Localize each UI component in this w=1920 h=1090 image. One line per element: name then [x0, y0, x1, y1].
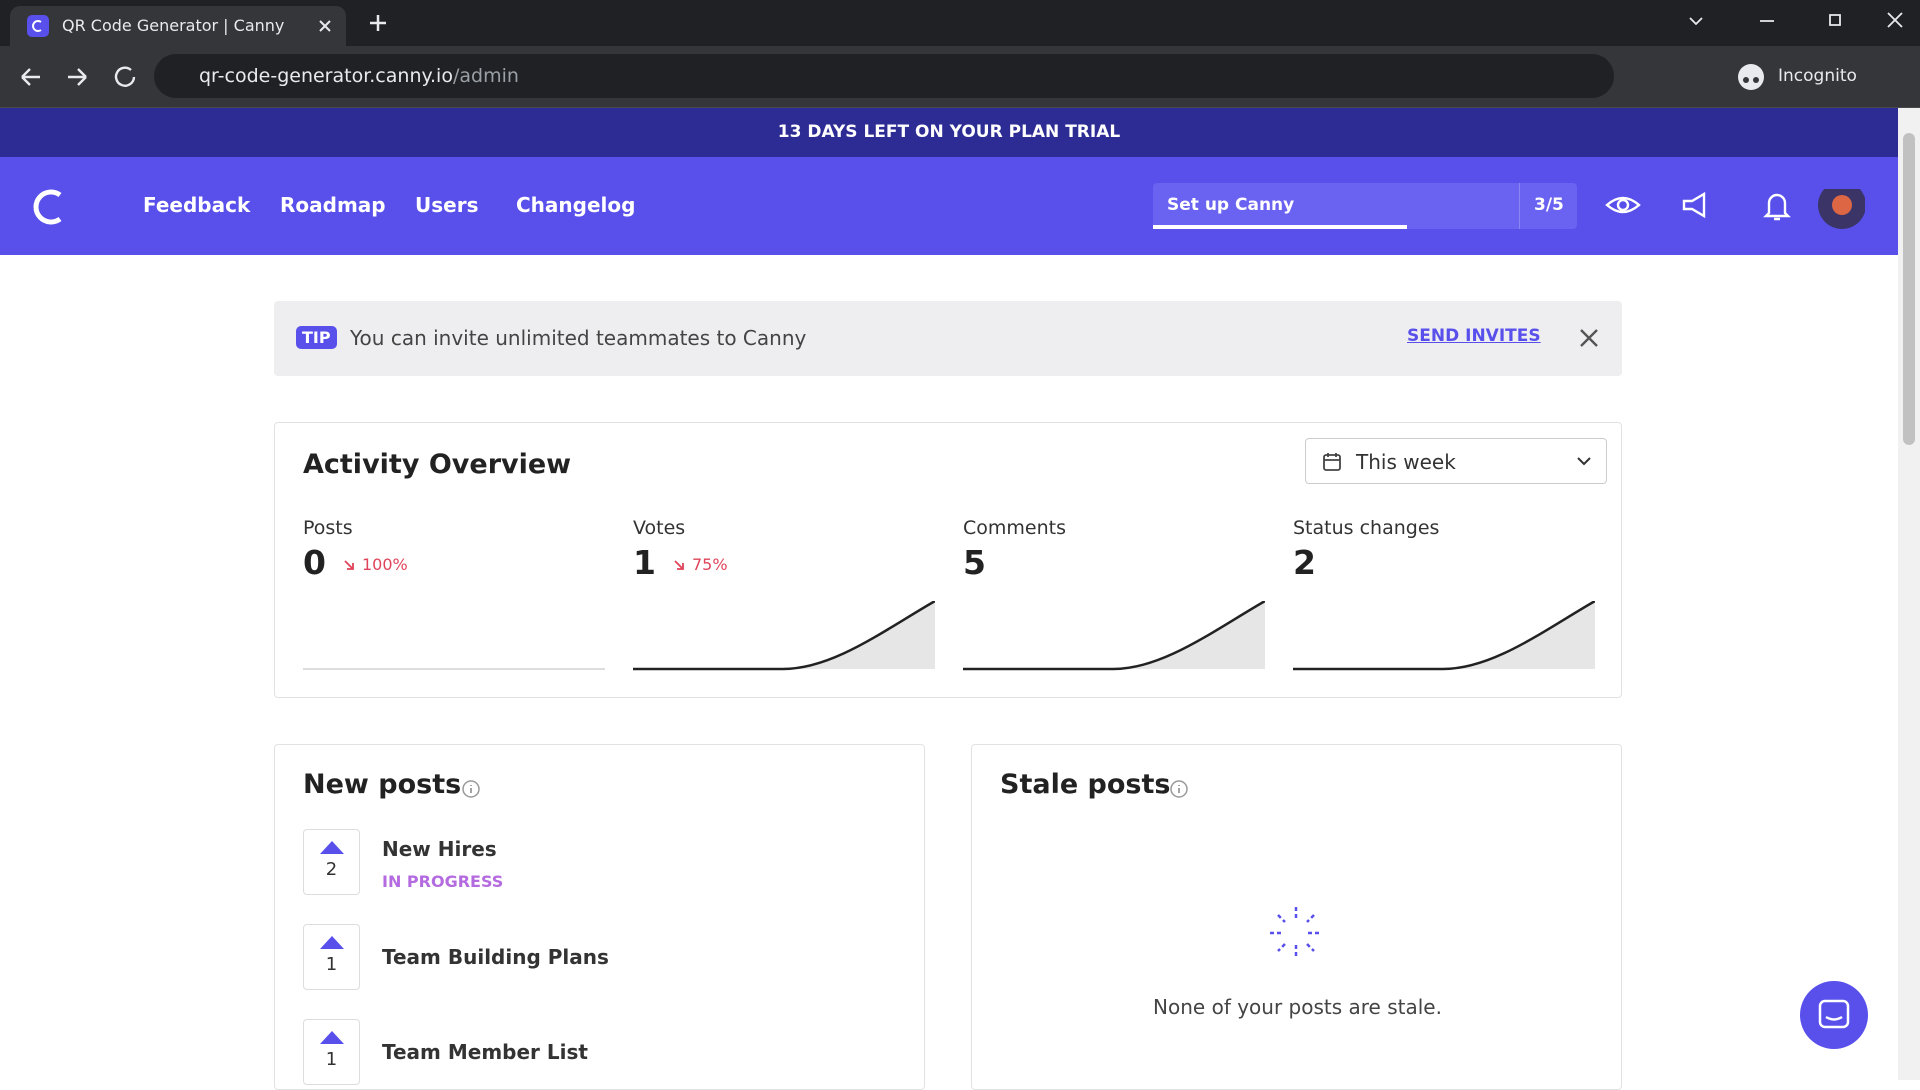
calendar-icon — [1323, 453, 1341, 471]
nav-item[interactable]: Feedback — [143, 193, 251, 217]
url-host: qr-code-generator.canny.io — [199, 65, 453, 87]
card-title: Stale posts — [1000, 769, 1171, 800]
nav-item[interactable]: Changelog — [516, 193, 636, 217]
address-bar: qr-code-generator.canny.io/admin Incogni… — [0, 46, 1920, 108]
scrollbar[interactable] — [1898, 108, 1920, 1080]
metric-value: 0 — [303, 543, 326, 582]
tip-badge: TIP — [296, 326, 337, 349]
tab-close[interactable] — [318, 19, 332, 33]
setup-progress: 3/5 — [1534, 195, 1564, 215]
metric-label: Posts — [303, 517, 353, 539]
browser-tab[interactable]: QR Code Generator | Canny — [10, 6, 346, 46]
new-tab[interactable] — [368, 13, 388, 33]
progress-fill — [1153, 225, 1407, 229]
card-title: Activity Overview — [303, 449, 572, 480]
chat-launcher[interactable] — [1800, 981, 1868, 1049]
metric-value: 5 — [963, 543, 986, 582]
metric-value: 2 — [1293, 543, 1316, 582]
activity-card: Activity Overview This week Posts 0 100% Vo… — [274, 422, 1622, 698]
setup-button[interactable]: Set up Canny 3/5 — [1153, 183, 1577, 229]
send-invites[interactable]: SEND INVITES — [1407, 326, 1541, 346]
close-tip[interactable] — [1579, 328, 1599, 348]
window-controls[interactable] — [1680, 10, 1910, 32]
tip-box: TIP You can invite unlimited teammates t… — [274, 301, 1622, 376]
range-label: This week — [1356, 450, 1456, 474]
card-title: New posts — [303, 769, 462, 800]
sparkle-icon — [1270, 907, 1322, 959]
post-title[interactable]: New Hires — [382, 837, 497, 861]
tab-strip: QR Code Generator | Canny — [0, 0, 1920, 46]
tab-title: QR Code Generator | Canny — [62, 16, 285, 35]
sparkline — [963, 601, 1265, 671]
range-select[interactable]: This week — [1305, 438, 1607, 484]
tip-text: You can invite unlimited teammates to Ca… — [350, 326, 807, 350]
top-nav: Feedback Roadmap Users Changelog Set up … — [0, 157, 1898, 255]
vote-arrow — [319, 936, 344, 949]
vote-button[interactable]: 1 — [303, 1019, 360, 1085]
scroll-thumb[interactable] — [1903, 133, 1915, 445]
profile-label[interactable]: Incognito — [1778, 66, 1857, 86]
metric-label: Votes — [633, 517, 686, 539]
vote-count: 2 — [325, 859, 338, 880]
chevron — [1577, 457, 1591, 466]
vote-count: 1 — [325, 954, 338, 975]
vote-arrow — [319, 841, 344, 854]
empty-text: None of your posts are stale. — [1153, 995, 1442, 1019]
sparkline — [1293, 601, 1595, 671]
nav-item[interactable]: Roadmap — [280, 193, 386, 217]
trial-banner: 13 DAYS LEFT ON YOUR PLAN TRIAL — [0, 108, 1898, 157]
metric-value: 1 — [633, 543, 656, 582]
divider — [1519, 183, 1520, 229]
info-icon[interactable] — [1169, 779, 1189, 799]
canny-logo[interactable] — [30, 185, 70, 229]
down-arrow — [344, 560, 354, 570]
nav-icons[interactable] — [1605, 189, 1865, 229]
metric-change: 100% — [362, 555, 408, 574]
post-title[interactable]: Team Building Plans — [382, 945, 609, 969]
sparkline — [633, 601, 935, 671]
down-arrow — [674, 560, 684, 570]
profile-icon — [1738, 64, 1764, 90]
metric-label: Status changes — [1293, 517, 1440, 539]
favicon — [27, 15, 49, 37]
metric-change: 75% — [692, 555, 728, 574]
info-icon[interactable] — [461, 779, 481, 799]
post-status: IN PROGRESS — [382, 872, 504, 891]
metric-label: Comments — [963, 517, 1066, 539]
stale-posts-card: Stale posts None of your posts are stale… — [971, 744, 1622, 1090]
vote-arrow — [319, 1031, 344, 1044]
vote-button[interactable]: 1 — [303, 924, 360, 990]
nav-buttons[interactable] — [18, 64, 138, 90]
omnibox[interactable]: qr-code-generator.canny.io/admin — [154, 54, 1614, 98]
url-path: /admin — [452, 65, 519, 87]
setup-label: Set up Canny — [1167, 195, 1295, 215]
vote-button[interactable]: 2 — [303, 829, 360, 895]
post-title[interactable]: Team Member List — [382, 1040, 588, 1064]
vote-count: 1 — [325, 1049, 338, 1070]
sparkline — [303, 668, 605, 670]
nav-item[interactable]: Users — [415, 193, 479, 217]
new-posts-card: New posts 2 New Hires IN PROGRESS 1 Team Bui… — [274, 744, 925, 1090]
